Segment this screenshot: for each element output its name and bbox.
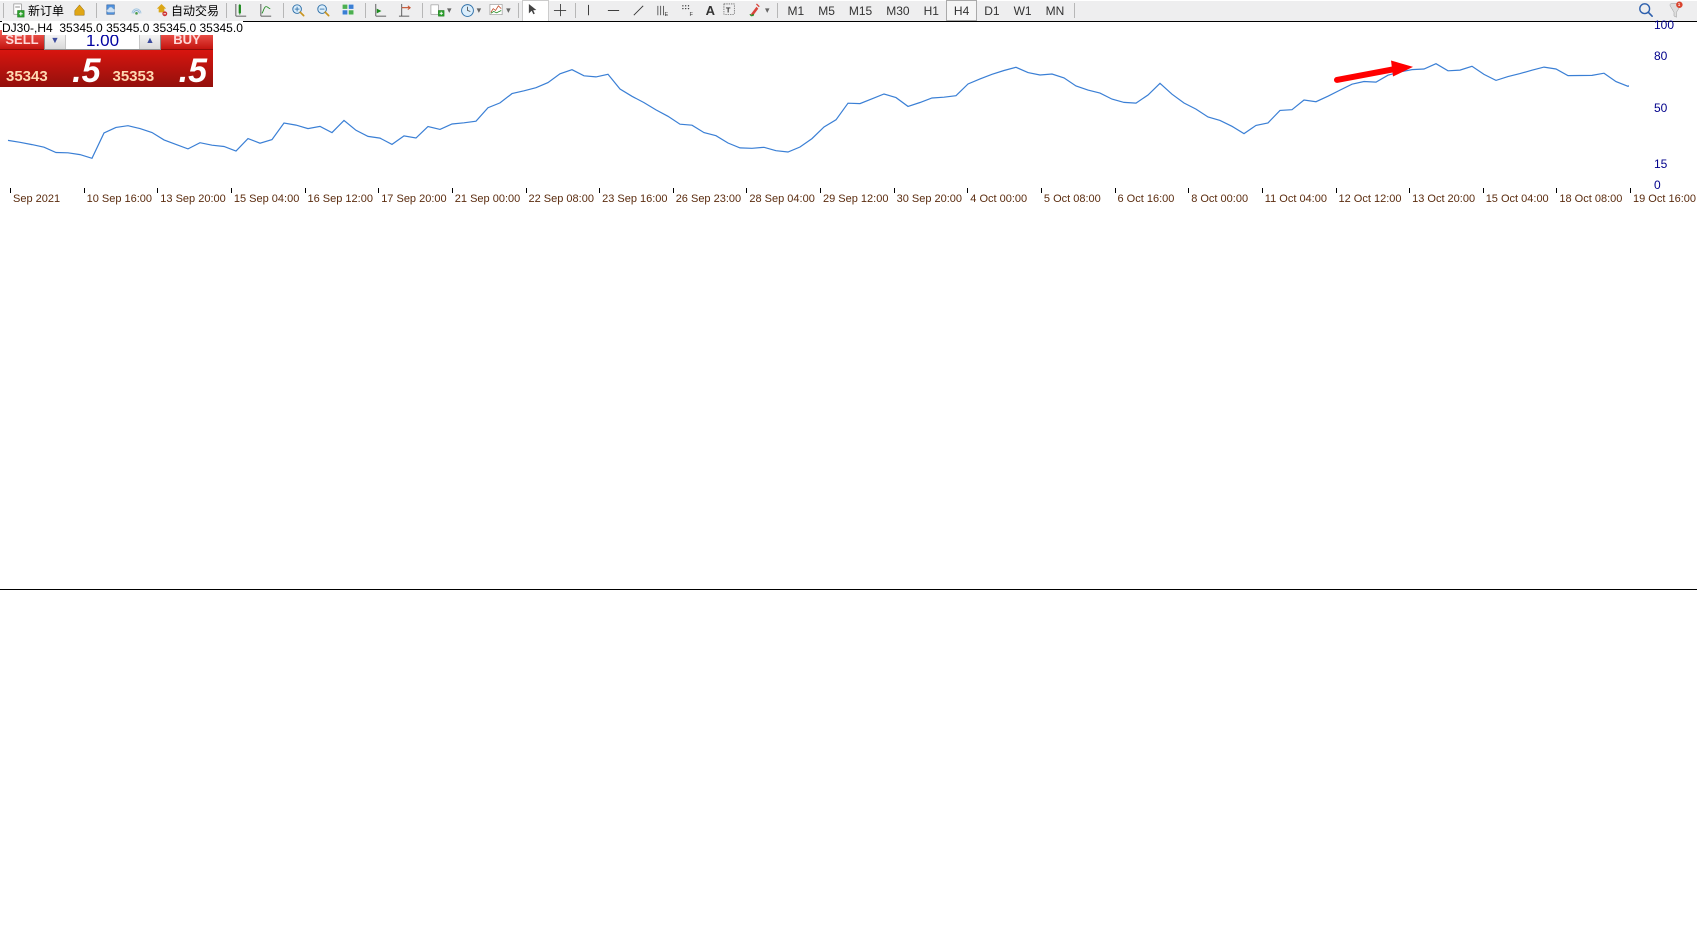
svg-text:T: T bbox=[726, 5, 731, 14]
svg-text:F: F bbox=[689, 12, 693, 18]
svg-text:E: E bbox=[664, 12, 668, 18]
